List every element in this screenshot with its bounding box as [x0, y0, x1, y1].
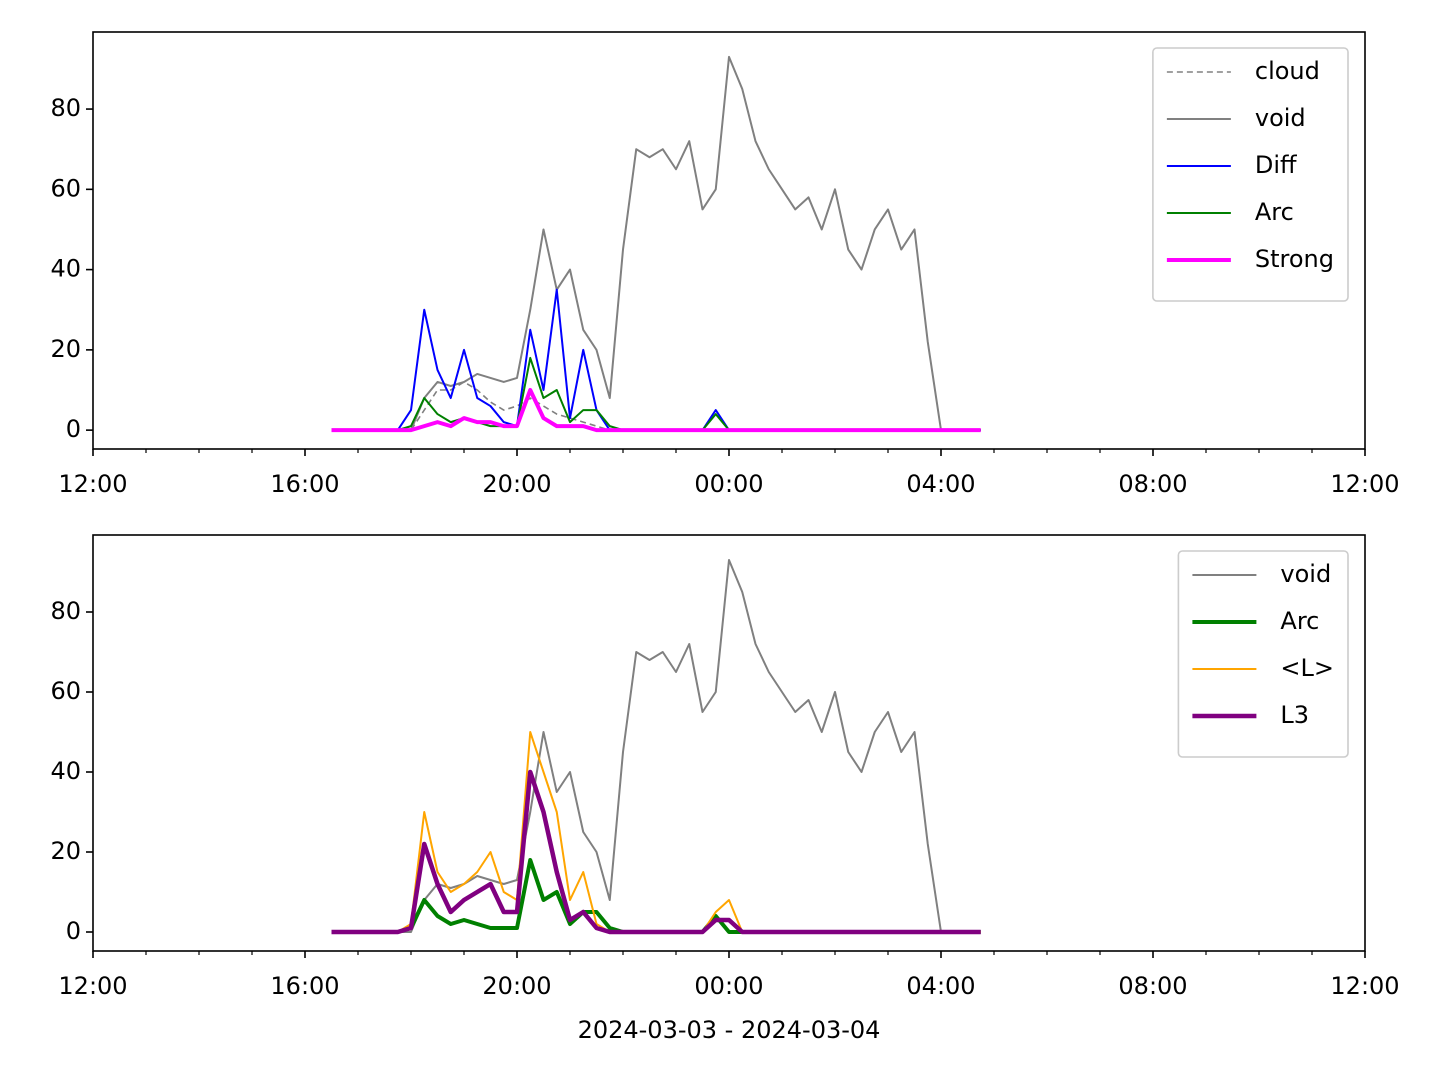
line-series: [331, 731, 981, 933]
y-tick-label: 40: [50, 255, 81, 283]
x-tick-label: 20:00: [482, 972, 551, 1000]
x-tick-label: 00:00: [694, 972, 763, 1000]
y-tick-label: 0: [66, 415, 81, 443]
x-tick-label: 04:00: [906, 972, 975, 1000]
line-series: [331, 559, 942, 933]
legend-label: Arc: [1280, 607, 1319, 635]
y-tick-label: 20: [50, 335, 81, 363]
line-series: [331, 769, 981, 935]
y-tick-label: 60: [50, 174, 81, 202]
legend-label: Diff: [1255, 151, 1297, 179]
x-tick-label: 04:00: [906, 470, 975, 498]
x-tick-label: 08:00: [1118, 470, 1187, 498]
x-axis-label: 2024-03-03 - 2024-03-04: [578, 1016, 881, 1044]
legend-label: L3: [1280, 701, 1309, 729]
line-series: [331, 388, 981, 433]
x-tick-label: 20:00: [482, 470, 551, 498]
legend-label: cloud: [1255, 57, 1320, 85]
plot-frame: [92, 31, 1366, 450]
y-tick-label: 40: [50, 757, 81, 785]
plot-frame: [92, 534, 1366, 952]
legend-label: Arc: [1255, 198, 1294, 226]
x-tick-label: 12:00: [1330, 972, 1399, 1000]
x-tick-label: 12:00: [1330, 470, 1399, 498]
x-tick-label: 08:00: [1118, 972, 1187, 1000]
x-tick-label: 16:00: [270, 972, 339, 1000]
legend: void Arc <L> L3: [1177, 550, 1349, 758]
line-series: [331, 288, 981, 432]
legend-label: Strong: [1255, 245, 1334, 273]
x-tick-label: 16:00: [270, 470, 339, 498]
x-tick-label: 12:00: [58, 470, 127, 498]
legend-label: void: [1255, 104, 1306, 132]
x-tick-label: 12:00: [58, 972, 127, 1000]
x-tick-label: 00:00: [694, 470, 763, 498]
line-series: [331, 356, 981, 432]
legend-label: void: [1280, 560, 1331, 588]
y-tick-label: 80: [50, 94, 81, 122]
y-tick-label: 20: [50, 837, 81, 865]
y-tick-label: 0: [66, 917, 81, 945]
legend: cloud void Diff Arc Strong: [1152, 47, 1349, 302]
line-series: [331, 55, 942, 432]
legend-box: [1152, 47, 1349, 302]
legend-label: <L>: [1280, 654, 1334, 682]
y-tick-label: 80: [50, 597, 81, 625]
legend-box: [1177, 550, 1349, 758]
line-series: [331, 858, 981, 934]
y-tick-label: 60: [50, 677, 81, 705]
